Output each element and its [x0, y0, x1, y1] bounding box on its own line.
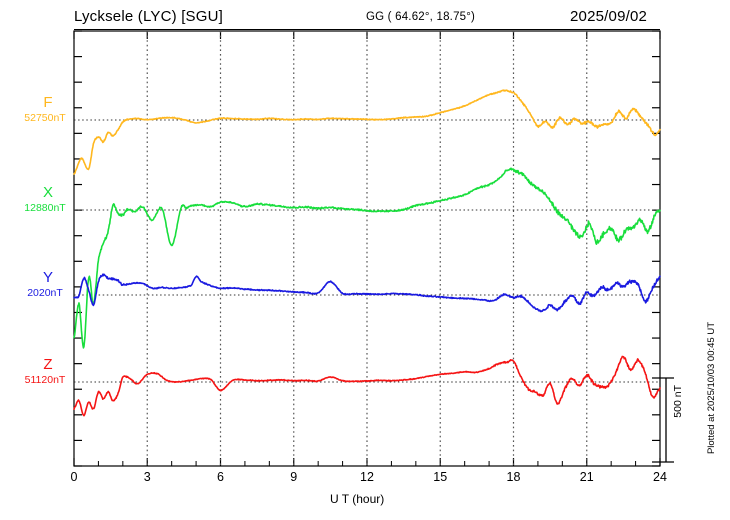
component-baseline-x: 12880nT	[24, 202, 66, 214]
x-tick-label-9: 9	[290, 470, 298, 484]
scale-bar	[652, 377, 674, 463]
x-tick-label-18: 18	[506, 470, 521, 484]
component-baseline-z: 51120nT	[24, 374, 66, 386]
component-baseline-y: 2020nT	[27, 287, 63, 299]
component-label-x: X	[42, 184, 54, 201]
x-tick-label-6: 6	[217, 470, 224, 484]
x-tick-label-0: 0	[70, 470, 78, 484]
observation-date: 2025/09/02	[570, 8, 648, 25]
x-tick-label-3: 3	[143, 470, 151, 484]
header-divider	[74, 29, 660, 30]
component-label-y: Y	[42, 269, 54, 286]
x-tick-label-24: 24	[653, 470, 667, 484]
geographic-coordinates: GG ( 64.62°, 18.75°)	[366, 11, 476, 23]
x-axis-label: U T (hour)	[330, 492, 385, 506]
component-label-f: F	[43, 94, 53, 111]
plotted-timestamp: Plotted at 2025/10/03 00:45 UT	[706, 322, 717, 455]
baseline-lines	[74, 119, 660, 383]
scale-bar-label: 500 nT	[672, 385, 684, 418]
grid-lines	[146, 31, 588, 466]
x-tick-label-12: 12	[360, 470, 374, 484]
component-baseline-f: 52750nT	[24, 112, 66, 124]
x-tick-label-15: 15	[433, 470, 448, 484]
component-label-z: Z	[43, 356, 53, 373]
x-tick-label-21: 21	[579, 470, 594, 484]
page-title: Lycksele (LYC) [SGU]	[74, 8, 224, 25]
data-traces	[73, 89, 661, 417]
